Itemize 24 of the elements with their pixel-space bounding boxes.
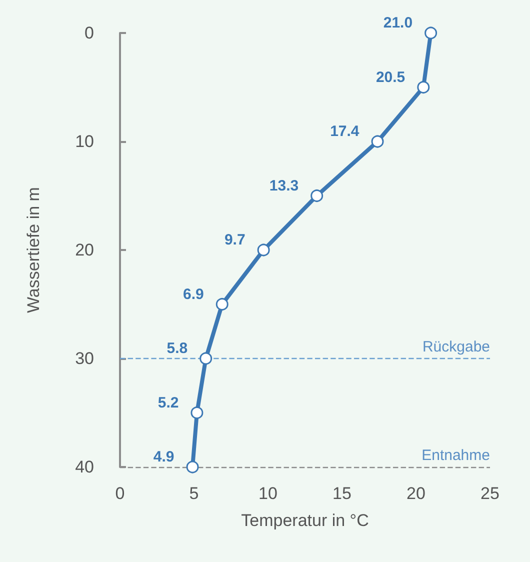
x-tick-label: 10 (258, 484, 278, 503)
y-tick-label: 40 (75, 458, 94, 476)
data-label: 5.2 (158, 394, 179, 412)
y-tick-label: 0 (84, 24, 94, 42)
y-tick-label: 30 (75, 349, 94, 368)
data-label: 13.3 (269, 177, 299, 194)
data-label: 5.8 (166, 340, 188, 357)
x-tick-label: 20 (406, 484, 426, 503)
ref-line-label: Entnahme (422, 447, 490, 464)
x-tick-label: 15 (332, 484, 352, 503)
data-label: 4.9 (153, 448, 174, 466)
x-tick-label: 5 (189, 484, 199, 503)
y-axis-title: Wassertiefe in m (24, 187, 43, 313)
data-label: 20.5 (376, 68, 406, 86)
data-label: 21.0 (383, 14, 413, 32)
y-tick-label: 20 (75, 240, 94, 260)
x-axis-title: Temperatur in °C (241, 511, 369, 530)
ref-line-label: Rückgabe (422, 338, 490, 356)
x-tick-label: 25 (480, 484, 500, 503)
y-tick-label: 10 (75, 132, 94, 151)
data-label: 9.7 (224, 232, 246, 248)
x-tick-label: 0 (115, 484, 125, 503)
data-label: 17.4 (330, 123, 360, 140)
data-label: 6.9 (183, 286, 204, 303)
